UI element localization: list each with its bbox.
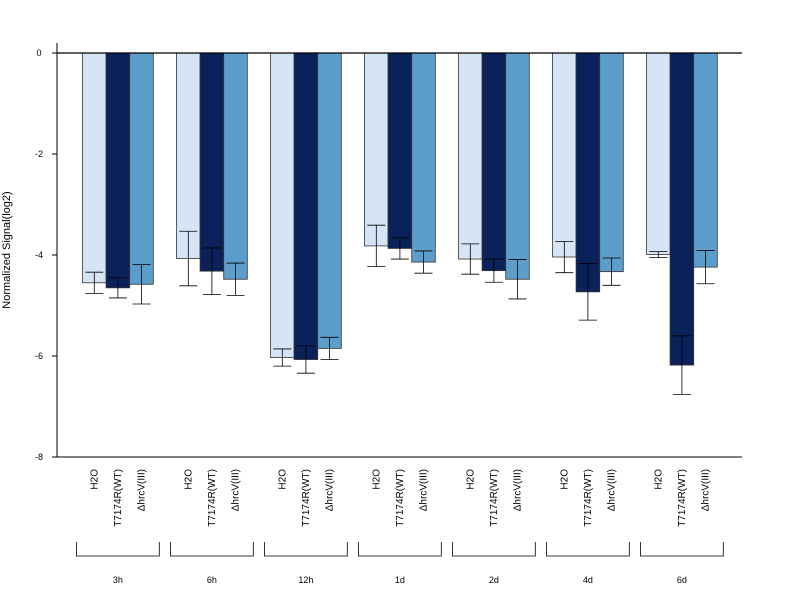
bar <box>505 52 530 280</box>
bar <box>317 52 342 349</box>
bar <box>82 52 107 284</box>
bar <box>223 52 248 280</box>
bar-label: ΔhrcV(III) <box>513 469 524 511</box>
bar-label: H2O <box>653 469 664 490</box>
bar-label: ΔhrcV(III) <box>231 469 242 511</box>
bar-label: H2O <box>465 469 476 490</box>
bar-label: H2O <box>277 469 288 490</box>
bar <box>458 52 483 260</box>
bar-label: H2O <box>89 469 100 490</box>
bar <box>387 52 413 249</box>
bar <box>552 52 577 258</box>
bar <box>693 52 718 268</box>
group-bracket <box>170 542 254 557</box>
group-label: 12h <box>298 575 313 585</box>
group-bracket <box>452 542 536 557</box>
bar <box>270 52 295 358</box>
bar <box>411 52 436 263</box>
y-axis-label: Normalized Signal(log2) <box>1 191 13 308</box>
bar-label: ΔhrcV(III) <box>701 469 712 511</box>
group-bracket <box>76 542 160 557</box>
y-tick-label: 0 <box>36 48 41 58</box>
bar <box>105 52 131 289</box>
bar <box>293 52 319 360</box>
axes-layer <box>52 42 742 557</box>
group-label: 3h <box>113 575 123 585</box>
bar-label: H2O <box>371 469 382 490</box>
bar <box>669 52 695 366</box>
bar <box>364 52 389 247</box>
y-tick-label: -6 <box>35 351 43 361</box>
group-label: 6d <box>677 575 687 585</box>
bar-label: T7174R(WT) <box>583 469 594 527</box>
group-bracket <box>640 542 724 557</box>
group-label: 1d <box>395 575 405 585</box>
group-bracket <box>358 542 442 557</box>
bar-label: T7174R(WT) <box>113 469 124 527</box>
bars-layer <box>82 52 718 395</box>
bar <box>481 52 507 272</box>
labels-layer: 0 -2 -4 -6 -8 H2O T7174R(WT) ΔhrcV(III) 3h H2O T71… <box>35 48 712 585</box>
bar-label: ΔhrcV(III) <box>419 469 430 511</box>
group-label: 6h <box>207 575 217 585</box>
group-label: 4d <box>583 575 593 585</box>
group-bracket <box>264 542 348 557</box>
bar-label: ΔhrcV(III) <box>137 469 148 511</box>
bar-label: T7174R(WT) <box>395 469 406 527</box>
y-tick-label: -2 <box>35 149 43 159</box>
bar <box>646 52 671 255</box>
group-bracket <box>546 542 630 557</box>
bar <box>199 52 225 272</box>
bar-label: H2O <box>559 469 570 490</box>
bar-label: T7174R(WT) <box>489 469 500 527</box>
group-label: 2d <box>489 575 499 585</box>
y-tick-label: -4 <box>35 250 43 260</box>
bar-label: H2O <box>183 469 194 490</box>
bar <box>129 52 154 285</box>
bar-label: T7174R(WT) <box>207 469 218 527</box>
bar <box>176 52 201 259</box>
bar-label: T7174R(WT) <box>301 469 312 527</box>
y-tick-label: -8 <box>35 452 43 462</box>
bar <box>599 52 624 273</box>
bar-label: ΔhrcV(III) <box>325 469 336 511</box>
bar-label: T7174R(WT) <box>677 469 688 527</box>
bar-label: ΔhrcV(III) <box>607 469 618 511</box>
bar <box>575 52 601 293</box>
